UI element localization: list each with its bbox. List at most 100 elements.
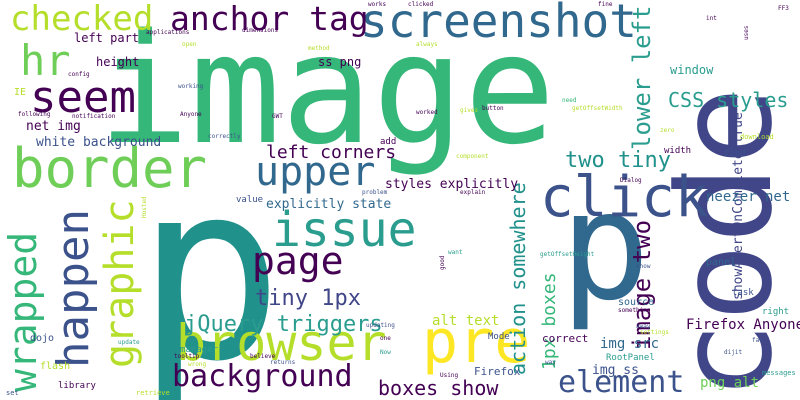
word-task: task (732, 288, 754, 298)
word-one: one (380, 335, 391, 342)
word-img-src: img src (600, 336, 660, 352)
word-manager: manager (180, 345, 218, 355)
word-wrapped: wrapped (1, 231, 45, 392)
word-dojo: dojo (30, 333, 55, 344)
word-config: config (68, 71, 90, 78)
word-settings: settings (640, 329, 669, 336)
word-getoffsetheight: getOffsetHeight (540, 251, 595, 258)
word-png-alt: png alt (700, 375, 760, 391)
word-problem: problem (362, 189, 388, 196)
word-left-part: left part (74, 31, 140, 45)
word-dialog: Dialog (620, 177, 642, 184)
word-tooltip: tooltip (174, 353, 200, 360)
word-gives: gives (460, 107, 479, 114)
word-flash: flash (40, 361, 71, 372)
word-img-ss: img ss (592, 363, 639, 378)
word-correct: correct (542, 332, 589, 345)
word-click: click (540, 165, 709, 230)
word-anyone: Anyone (180, 111, 202, 118)
word-background: background (172, 359, 353, 394)
word-p: p (136, 130, 284, 400)
word-explicitly-state: explicitly state (266, 197, 392, 212)
word-something: something (618, 307, 651, 314)
word-panel: panel (706, 257, 737, 268)
word-window: window (670, 63, 714, 77)
word-net-img: net img (26, 119, 81, 134)
word-zero: zero (660, 127, 675, 134)
word-getoffsetwidth: getOffsetWidth (572, 105, 623, 112)
word-dijit: dijit (724, 349, 743, 356)
word-ss-png: ss png (318, 55, 362, 69)
word-works: works (368, 1, 387, 8)
word-alt-text: alt text (432, 313, 500, 329)
word-int: int (706, 15, 717, 22)
word-source: source (618, 297, 655, 308)
word-two-tiny: two tiny (565, 148, 671, 173)
word-action-somewhere: action somewhere (506, 182, 530, 375)
word-jquery-triggers: jQuery triggers (184, 312, 383, 337)
word-css-styles: CSS styles (668, 88, 789, 112)
word-ie: IE (14, 87, 27, 98)
word-fine: fine (598, 1, 613, 8)
word-worked: worked (416, 109, 438, 116)
word-boxes-show: boxes show (378, 376, 499, 400)
word-gwt: GWT (272, 113, 283, 120)
word-wrong: wrong (188, 361, 207, 368)
word-correctly: correctly (208, 133, 241, 140)
word-happen: happen (48, 209, 99, 368)
word-believe: believe (250, 353, 276, 360)
word-left-corners: left corners (266, 142, 397, 163)
word-mode: Mode (488, 332, 510, 342)
word-button: button (482, 105, 504, 112)
word-explain: explain (460, 189, 486, 196)
word-image: image (98, 1, 556, 178)
word-right: right (762, 307, 790, 317)
word-firefox-anyone: Firefox Anyone (686, 317, 800, 333)
word-returns: returns (270, 359, 296, 366)
word-issue: issue (272, 202, 417, 258)
word-component: component (456, 153, 489, 160)
word-uses: uses (743, 25, 750, 40)
word-lower-left: lower left (628, 5, 656, 151)
word-following: following (18, 111, 51, 118)
word-need: need (562, 97, 577, 104)
word-clicked: clicked (408, 1, 434, 8)
word-using: Using (440, 372, 459, 379)
word-way: way (545, 359, 556, 366)
word-find: find (724, 149, 746, 159)
word-retrieve: retrieve (136, 389, 170, 397)
word-pre: pre (422, 307, 531, 377)
word-method: method (308, 45, 330, 52)
word-update: update (118, 339, 140, 346)
word-browser: browser (176, 314, 387, 372)
word-white-background: white background (36, 135, 162, 150)
word-working: working (178, 83, 204, 90)
word-seem: seem (30, 72, 136, 123)
word-good: good (439, 255, 446, 270)
word-anchor-tag: anchor tag (170, 0, 369, 38)
word-firefox: Firefox (474, 365, 521, 378)
word-messages: messages (762, 369, 796, 377)
word-page: page (252, 239, 344, 283)
word-rootpanel: RootPanel (606, 353, 655, 363)
word-width: width (664, 146, 692, 156)
word-hosted: Hosted (141, 196, 148, 218)
word-show: show (636, 263, 651, 270)
word-upper: upper (255, 149, 376, 195)
word-border: border (12, 137, 208, 200)
word-notification: notification (72, 113, 116, 120)
word-download: download (740, 133, 774, 141)
word-screenshot: screenshot (360, 0, 637, 48)
word-now: Now (380, 349, 391, 356)
word-library: library (58, 381, 96, 391)
word-height: height (96, 55, 140, 69)
word-want: want (448, 249, 463, 256)
word-updating: updating (366, 322, 395, 329)
word-always: always (416, 41, 438, 48)
word-hr: hr (20, 36, 71, 85)
word-ff3: FF3 (778, 5, 789, 12)
word-open: open (182, 41, 197, 48)
word-neezer-net: neezer net (706, 189, 791, 205)
word-element: element (558, 365, 685, 400)
